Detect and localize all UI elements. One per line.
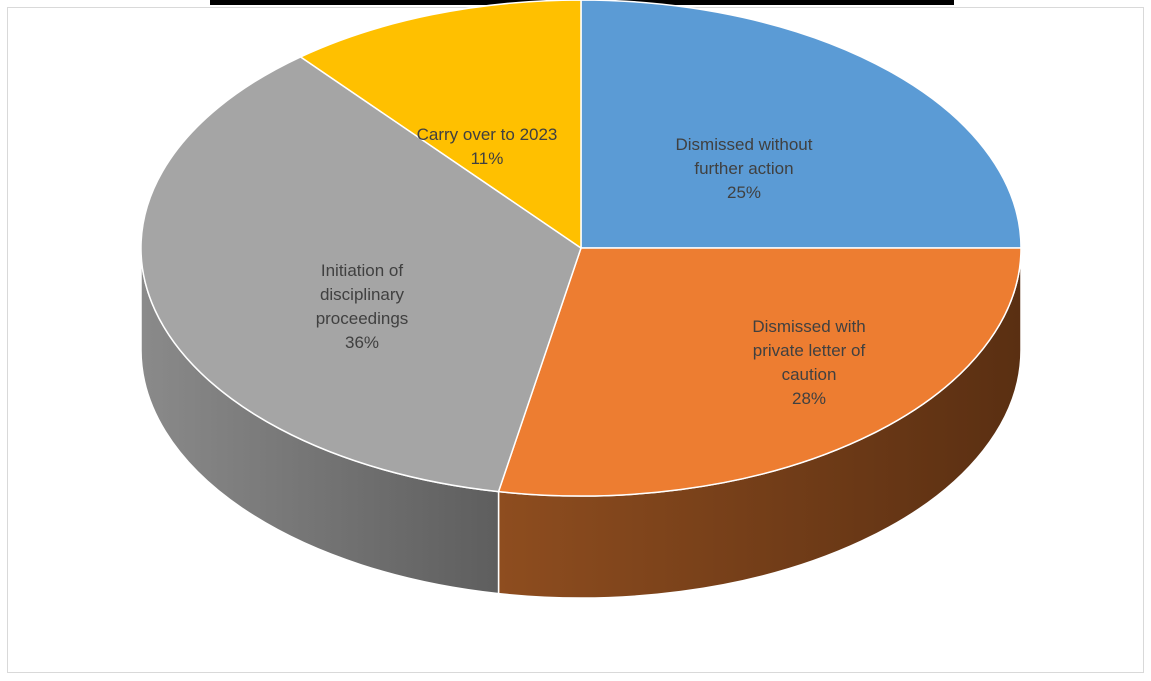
slice-percent-0: 25%	[727, 183, 761, 202]
slice-label-line-0-1: further action	[694, 159, 793, 178]
slice-label-0: Dismissed without further action 25%	[676, 135, 813, 202]
pie-slice-0	[580, 0, 1022, 249]
slice-label-1: Dismissed with private letter of caution 28…	[752, 317, 865, 408]
pie-slice-1	[497, 247, 1022, 497]
slice-label-3: Carry over to 2023 11%	[417, 125, 558, 168]
slice-label-line-3-0: Carry over to 2023	[417, 125, 558, 144]
slice-label-2: Initiation of disciplinary proceedings 36%	[316, 261, 409, 352]
slice-label-line-2-2: proceedings	[316, 309, 409, 328]
slice-percent-2: 36%	[345, 333, 379, 352]
slice-label-line-1-0: Dismissed with	[752, 317, 865, 336]
slice-label-line-0-0: Dismissed without	[676, 135, 813, 154]
slice-label-line-2-1: disciplinary	[320, 285, 405, 304]
pie-slice-3	[299, 0, 582, 249]
pie-tops	[140, 0, 1022, 497]
pie-slice-2	[140, 56, 582, 493]
pie-labels: Dismissed without further action 25%Dismis…	[316, 125, 866, 408]
slice-percent-3: 11%	[471, 149, 504, 168]
slice-label-line-1-1: private letter of	[753, 341, 866, 360]
slice-label-line-1-2: caution	[782, 365, 837, 384]
slice-percent-1: 28%	[792, 389, 826, 408]
slice-label-line-2-0: Initiation of	[321, 261, 403, 280]
